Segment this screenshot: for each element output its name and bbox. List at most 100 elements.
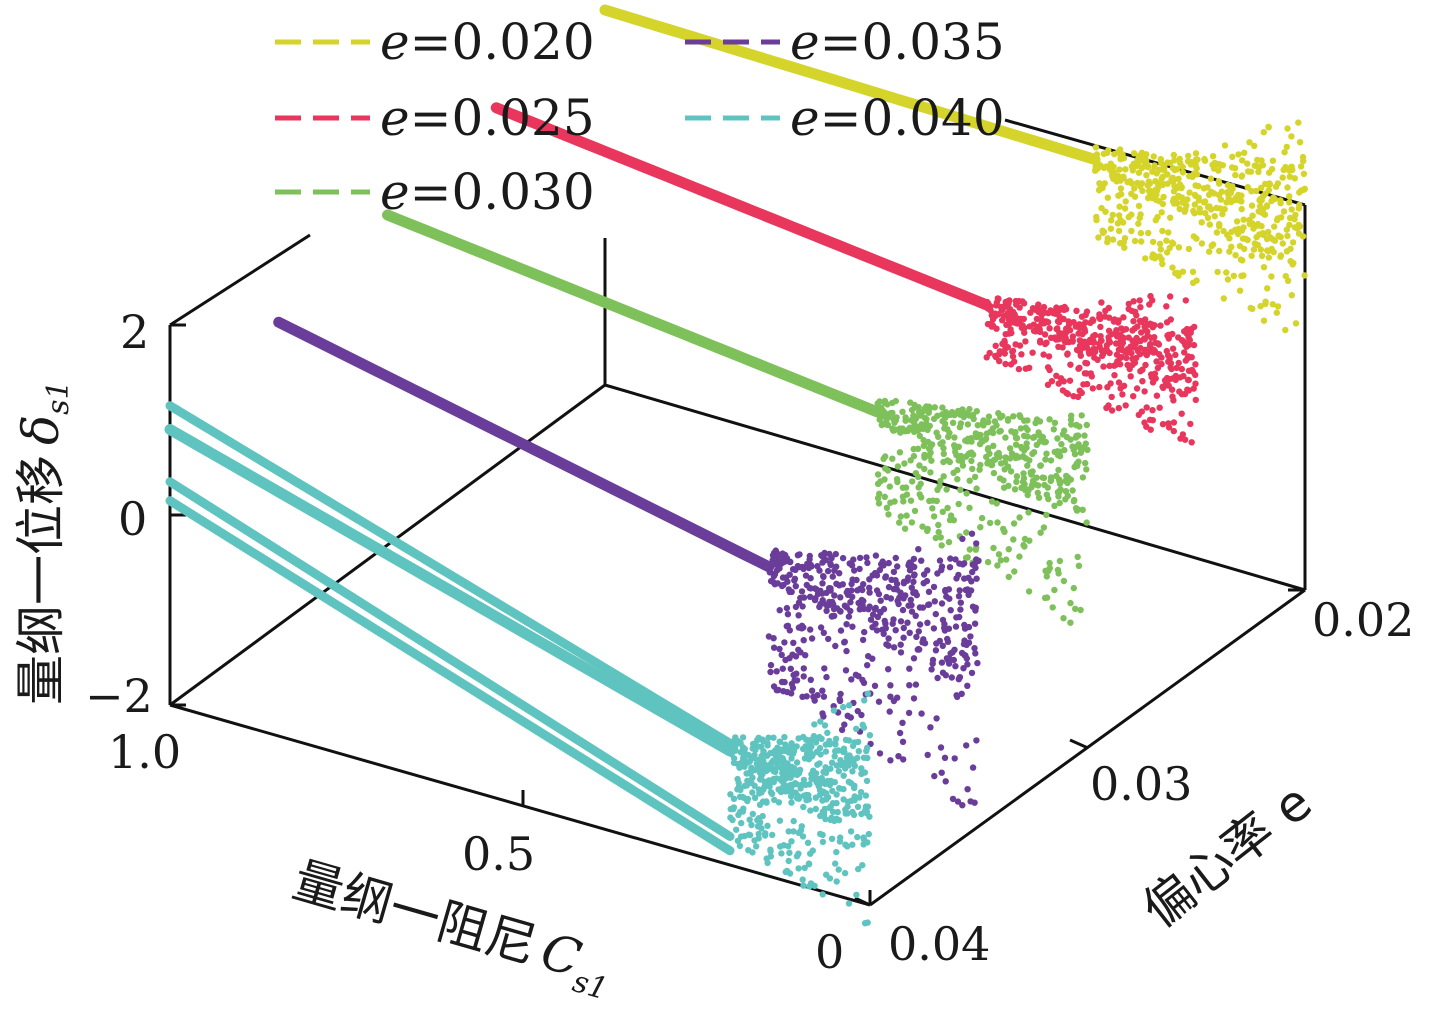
series-point: [1066, 377, 1074, 384]
series-point: [942, 778, 949, 785]
series-point: [966, 477, 973, 484]
series-point: [754, 817, 761, 824]
series-point: [833, 563, 840, 570]
series-point: [912, 612, 919, 619]
series-point: [907, 497, 915, 504]
series-point: [843, 604, 850, 611]
series-point: [1183, 202, 1190, 209]
series-point: [1287, 258, 1294, 265]
series-point: [859, 862, 866, 869]
series-point: [1221, 205, 1228, 213]
series-point: [820, 629, 827, 636]
series-point: [1100, 228, 1108, 235]
series-point: [1301, 185, 1309, 192]
series-point: [745, 770, 752, 777]
series-point: [1117, 217, 1124, 224]
series-point: [1072, 605, 1079, 612]
series-point: [1039, 317, 1046, 324]
series-point: [892, 627, 899, 634]
series-point: [965, 435, 972, 442]
series-point: [1016, 342, 1024, 349]
series-point: [996, 348, 1004, 355]
series-point: [849, 593, 856, 601]
series-point: [965, 574, 972, 581]
series-point: [1116, 212, 1123, 219]
series-point: [972, 546, 979, 553]
series-point: [834, 808, 841, 816]
series-point: [801, 864, 808, 872]
series-point: [771, 560, 779, 567]
series-point: [1082, 440, 1090, 447]
series-point: [1076, 342, 1084, 349]
series-point: [855, 865, 862, 873]
x-tick-label: 0: [815, 925, 844, 979]
series-point: [1007, 468, 1015, 475]
series-point: [806, 593, 814, 600]
series-point: [1248, 188, 1255, 195]
series-point: [847, 599, 854, 606]
series-point: [1016, 553, 1023, 560]
series-point: [1192, 192, 1199, 199]
series-point: [1083, 466, 1090, 473]
series-point: [1236, 242, 1244, 250]
series-point: [897, 641, 904, 648]
series-point: [1202, 210, 1209, 217]
series-point: [997, 303, 1005, 311]
series-point: [1070, 584, 1078, 592]
series-point: [861, 697, 868, 704]
series-point: [786, 849, 793, 856]
series-point: [986, 304, 994, 311]
series-point: [1105, 402, 1112, 409]
series-point: [1064, 351, 1071, 358]
series-point: [840, 772, 847, 779]
series-point: [1164, 352, 1172, 359]
series-point: [1275, 232, 1282, 239]
series-point: [893, 476, 901, 483]
series-point: [1092, 164, 1100, 172]
series-point: [1033, 315, 1041, 323]
series-point: [973, 575, 980, 582]
series-point: [755, 835, 762, 842]
series-point: [814, 563, 821, 570]
series-point: [927, 724, 934, 731]
series-point: [1069, 443, 1076, 450]
series-point: [913, 633, 920, 641]
series-point: [836, 607, 844, 615]
series-point: [1067, 599, 1074, 607]
series-point: [1170, 419, 1178, 426]
series-point: [795, 850, 802, 857]
series-point: [1224, 276, 1232, 283]
series-point: [1069, 338, 1076, 345]
series-point: [1069, 487, 1076, 494]
series-point: [910, 445, 917, 453]
legend-entry: e=0.025: [275, 89, 595, 147]
series-point: [853, 725, 860, 732]
series-point: [908, 601, 915, 609]
series-point: [800, 882, 807, 889]
series-point: [1141, 388, 1148, 395]
series-point: [1103, 163, 1110, 170]
series-point: [859, 586, 866, 594]
series-point: [931, 404, 938, 411]
series-point: [1135, 220, 1142, 227]
series-point: [1125, 300, 1133, 308]
series-point: [931, 772, 938, 780]
series-point: [893, 580, 901, 588]
series-point: [1244, 236, 1251, 244]
series-point: [1251, 142, 1258, 149]
series-point: [802, 572, 810, 579]
series-point: [830, 605, 838, 613]
series-point: [973, 540, 980, 547]
series-point: [877, 597, 884, 604]
series-point: [894, 463, 902, 470]
series-point: [1070, 319, 1077, 326]
series-point: [1000, 477, 1007, 484]
series-point: [928, 666, 935, 673]
series-point: [896, 449, 904, 456]
series-point: [1097, 323, 1104, 331]
series-point: [833, 791, 840, 798]
series-point: [921, 414, 929, 422]
series-point: [1063, 433, 1071, 441]
series-point: [788, 755, 795, 762]
series-point: [841, 721, 848, 728]
